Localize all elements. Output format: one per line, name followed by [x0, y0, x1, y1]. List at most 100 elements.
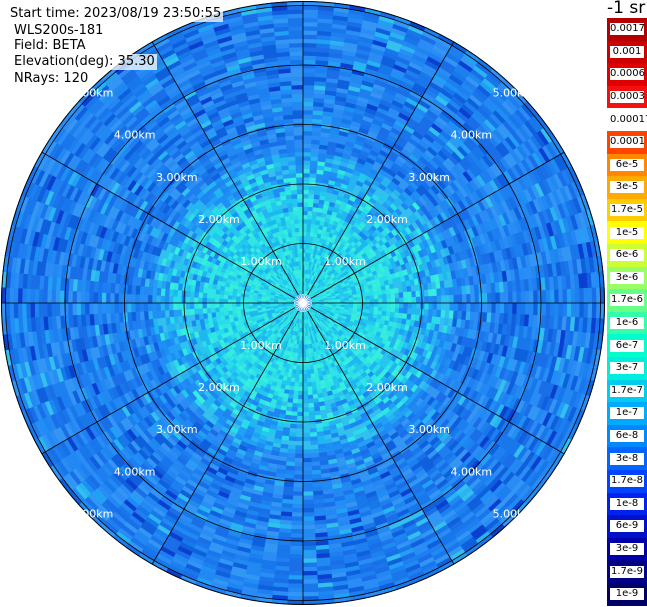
radar-gate-cell [302, 176, 310, 182]
radar-gate-cell [290, 533, 304, 539]
radar-gate-cell [470, 302, 476, 313]
radar-gate-cell [292, 495, 304, 501]
radar-gate-cell [570, 302, 576, 318]
radar-gate-cell [302, 558, 317, 564]
radar-gate-cell [309, 168, 318, 174]
radar-gate-cell [579, 302, 585, 318]
radar-gate-cell [562, 288, 568, 304]
radar-gate-cell [348, 297, 354, 301]
radar-gate-cell [305, 356, 310, 362]
radar-gate-cell [302, 118, 313, 124]
radar-gate-cell [306, 227, 312, 233]
radar-gate-cell [308, 415, 316, 421]
radar-gate-cell [302, 84, 315, 90]
radar-gate-cell [382, 302, 388, 308]
radar-gate-cell [357, 302, 362, 307]
radar-gate-cell [591, 287, 597, 304]
radar-gate-cell [309, 369, 315, 375]
radar-gate-cell [457, 302, 463, 312]
radar-gate-cell [364, 292, 370, 297]
radar-gate-cell [302, 466, 313, 472]
radar-gate-cell [516, 291, 522, 304]
radar-gate-cell [302, 487, 314, 493]
radar-gate-cell [289, 558, 304, 564]
radar-gate-cell [302, 575, 318, 581]
radar-gate-cell [302, 491, 314, 497]
radar-gate-cell [528, 290, 534, 304]
radar-gate-cell [302, 17, 319, 23]
radar-gate-cell [302, 143, 312, 149]
radar-gate-cell [583, 287, 589, 304]
radar-gate-cell [356, 296, 362, 301]
radar-gate-cell [302, 386, 308, 392]
radar-gate-cell [302, 130, 313, 136]
radar-gate-cell [297, 390, 304, 396]
radar-gate-cell [302, 399, 309, 404]
radar-gate-cell [293, 482, 304, 488]
radar-gate-cell [554, 289, 560, 304]
radar-gate-cell [302, 403, 309, 409]
radar-gate-cell [291, 402, 298, 408]
radar-gate-cell [549, 302, 555, 317]
radar-gate-cell [289, 549, 304, 555]
radar-gate-cell [307, 390, 313, 396]
radar-gate-cell [457, 294, 463, 304]
radar-gate-cell [298, 382, 304, 388]
radar-gate-cell [411, 302, 417, 310]
radar-gate-cell [302, 579, 318, 585]
radar-gate-cell [293, 474, 304, 480]
radar-gate-cell [289, 545, 304, 551]
radar-gate-cell [302, 63, 316, 69]
radar-gate-cell [302, 369, 307, 375]
radar-gate-cell [470, 293, 476, 304]
radar-gate-cell [390, 307, 396, 313]
radar-gate-cell [407, 297, 413, 304]
radar-gate-cell [288, 575, 304, 581]
radar-gate-cell [292, 394, 299, 400]
radar-gate-cell [432, 309, 438, 318]
radar-gate-cell [302, 394, 309, 400]
radar-gate-cell [295, 428, 304, 434]
radar-gate-cell [541, 290, 547, 304]
radar-gate-cell [292, 398, 299, 404]
radar-gate-cell [305, 352, 309, 358]
radar-gate-cell [411, 296, 417, 304]
radar-gate-cell [302, 424, 310, 430]
radar-gate-cell [291, 503, 304, 509]
radar-gate-cell [369, 295, 375, 300]
radar-gate-cell [302, 503, 315, 509]
radar-gate-cell [448, 310, 455, 320]
radar-gate-cell [398, 292, 404, 299]
radar-gate-cell [591, 302, 597, 319]
radar-gate-cell [295, 432, 304, 438]
radar-gate-cell [293, 382, 300, 388]
radar-gate-cell [415, 308, 421, 316]
radar-gate-cell [411, 290, 417, 298]
radar-gate-cell [554, 302, 560, 317]
radar-gate-cell [290, 541, 304, 547]
radar-gate-cell [309, 427, 317, 434]
radar-gate-cell [420, 302, 425, 310]
radar-gate-cell [302, 134, 313, 140]
radar-gate-cell [369, 299, 375, 304]
radar-gate-cell [432, 295, 438, 304]
radar-gate-cell [302, 415, 310, 421]
radar-gate-cell [520, 291, 526, 304]
radar-gate-cell [302, 591, 319, 597]
radar-gate-cell [311, 381, 317, 387]
radar-gate-cell [381, 311, 387, 317]
radar-gate-cell [287, 393, 294, 400]
radar-gate-cell [302, 72, 316, 78]
radar-gate-cell [302, 147, 312, 153]
radar-gate-cell [461, 294, 467, 304]
radar-gate-cell [482, 293, 488, 304]
radar-gate-cell [295, 440, 304, 446]
radar-gate-cell [290, 537, 304, 543]
radar-gate-cell [296, 415, 304, 421]
radar-gate-cell [289, 381, 295, 387]
radar-gate-cell [415, 290, 421, 298]
radar-gate-cell [524, 302, 530, 316]
radar-gate-cell [302, 227, 308, 233]
radar-gate-cell [287, 583, 304, 589]
radar-gate-cell [402, 291, 408, 298]
